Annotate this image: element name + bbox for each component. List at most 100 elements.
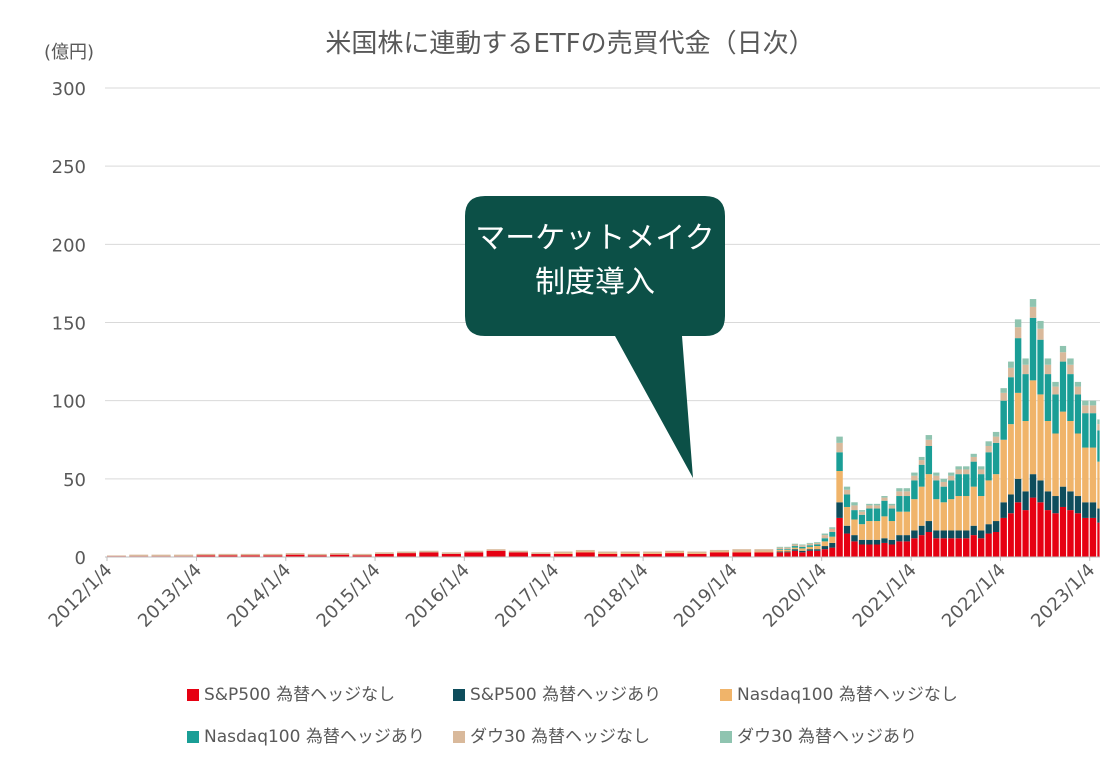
x-tick-label: 2019/1/4 <box>670 560 742 632</box>
bar-segment <box>732 549 752 552</box>
bar-segment <box>888 508 896 522</box>
bar-segment <box>791 543 799 545</box>
bar-segment <box>1014 392 1022 479</box>
bar-segment <box>1082 502 1089 518</box>
bar-segment <box>1067 374 1074 421</box>
bar-segment <box>806 549 813 551</box>
bar-segment <box>836 442 843 453</box>
bar-segment <box>1082 405 1089 414</box>
bar-segment <box>896 535 903 542</box>
bar-segment <box>866 505 873 509</box>
bar-segment <box>1000 400 1007 440</box>
bar-segment <box>955 496 962 531</box>
bar-segment <box>963 469 970 475</box>
bar-segment <box>709 549 730 552</box>
bar-segment <box>1000 388 1007 393</box>
bar-segment <box>858 544 866 557</box>
bar-segment <box>784 551 791 553</box>
bar-segment <box>1029 380 1037 475</box>
bar-segment <box>1037 320 1044 329</box>
bar-segment <box>665 553 685 557</box>
bar-segment <box>948 472 955 476</box>
bar-segment <box>829 527 836 529</box>
bar-segment <box>873 544 881 557</box>
bar-segment <box>858 524 866 540</box>
bar-segment <box>1052 381 1059 387</box>
bar-segment <box>1082 447 1089 503</box>
bar-segment <box>754 551 774 553</box>
bar-segment <box>776 549 784 552</box>
bar-segment <box>553 553 573 554</box>
bar-segment <box>814 544 821 547</box>
bar-segment <box>330 553 350 555</box>
bar-segment <box>970 486 977 526</box>
bar-segment <box>1082 413 1089 448</box>
bar-segment <box>933 475 940 481</box>
bar-segment <box>1044 358 1052 365</box>
bar-segment <box>866 539 873 545</box>
bar-segment <box>1067 510 1074 557</box>
bar-segment <box>1044 374 1052 421</box>
bar-segment <box>903 491 911 497</box>
bar-segment <box>873 503 881 506</box>
bar-segment <box>732 551 752 553</box>
bar-segment <box>881 516 888 539</box>
bar-segment <box>911 475 918 481</box>
bar-segment <box>441 553 461 557</box>
bar-segment <box>896 491 903 497</box>
bar-segment <box>620 551 640 554</box>
bar-segment <box>843 533 851 557</box>
bar-segment <box>866 508 873 522</box>
bar-segment <box>598 553 618 554</box>
bar-segment <box>1059 345 1067 353</box>
bar-segment <box>218 553 238 556</box>
bar-segment <box>903 541 911 557</box>
legend-swatch <box>187 731 199 743</box>
x-tick-label: 2023/1/4 <box>1027 560 1099 632</box>
bar-segment <box>240 553 260 556</box>
bar-segment <box>873 508 881 522</box>
bar-segment <box>1089 413 1097 448</box>
bar-segment <box>843 489 851 495</box>
bar-segment <box>963 474 970 497</box>
bar-segment <box>1044 420 1052 492</box>
bar-segment <box>799 546 806 549</box>
bar-segment <box>575 549 595 552</box>
bar-segment <box>643 553 662 554</box>
bar-segment <box>1074 381 1082 387</box>
bar-segment <box>754 552 774 557</box>
bar-segment <box>776 546 784 548</box>
bar-segment <box>933 472 940 476</box>
bar-segment <box>873 539 881 545</box>
bar-segment <box>866 503 873 506</box>
bar-segment <box>776 552 784 557</box>
bar-segment <box>896 511 903 536</box>
bar-segment <box>687 551 707 554</box>
bar-segment <box>1074 386 1082 395</box>
bar-segment <box>375 553 394 557</box>
bar-segment <box>933 530 940 539</box>
bar-segment <box>1089 405 1097 414</box>
bar-segment <box>992 442 1000 475</box>
bar-segment <box>1074 496 1082 514</box>
bar-segment <box>1089 502 1097 518</box>
bar-segment <box>1059 361 1067 412</box>
y-tick-label: 50 <box>63 470 86 491</box>
legend-label: Nasdaq100 為替ヘッジあり <box>204 727 425 747</box>
bar-segment <box>888 503 896 506</box>
bar-segment <box>881 496 888 498</box>
legend-label: ダウ30 為替ヘッジなし <box>470 727 650 747</box>
bar-segment <box>397 553 416 557</box>
bar-segment <box>992 474 1000 522</box>
bar-segment <box>441 552 461 554</box>
bar-segment <box>285 553 305 555</box>
bar-segment <box>1029 474 1037 498</box>
bar-segment <box>948 480 955 500</box>
bar-segment <box>955 538 962 557</box>
x-tick-label: 2014/1/4 <box>223 560 295 632</box>
x-tick-label: 2013/1/4 <box>134 560 206 632</box>
bar-segment <box>799 548 806 551</box>
bar-segment <box>940 478 947 482</box>
bar-segment <box>553 551 573 554</box>
